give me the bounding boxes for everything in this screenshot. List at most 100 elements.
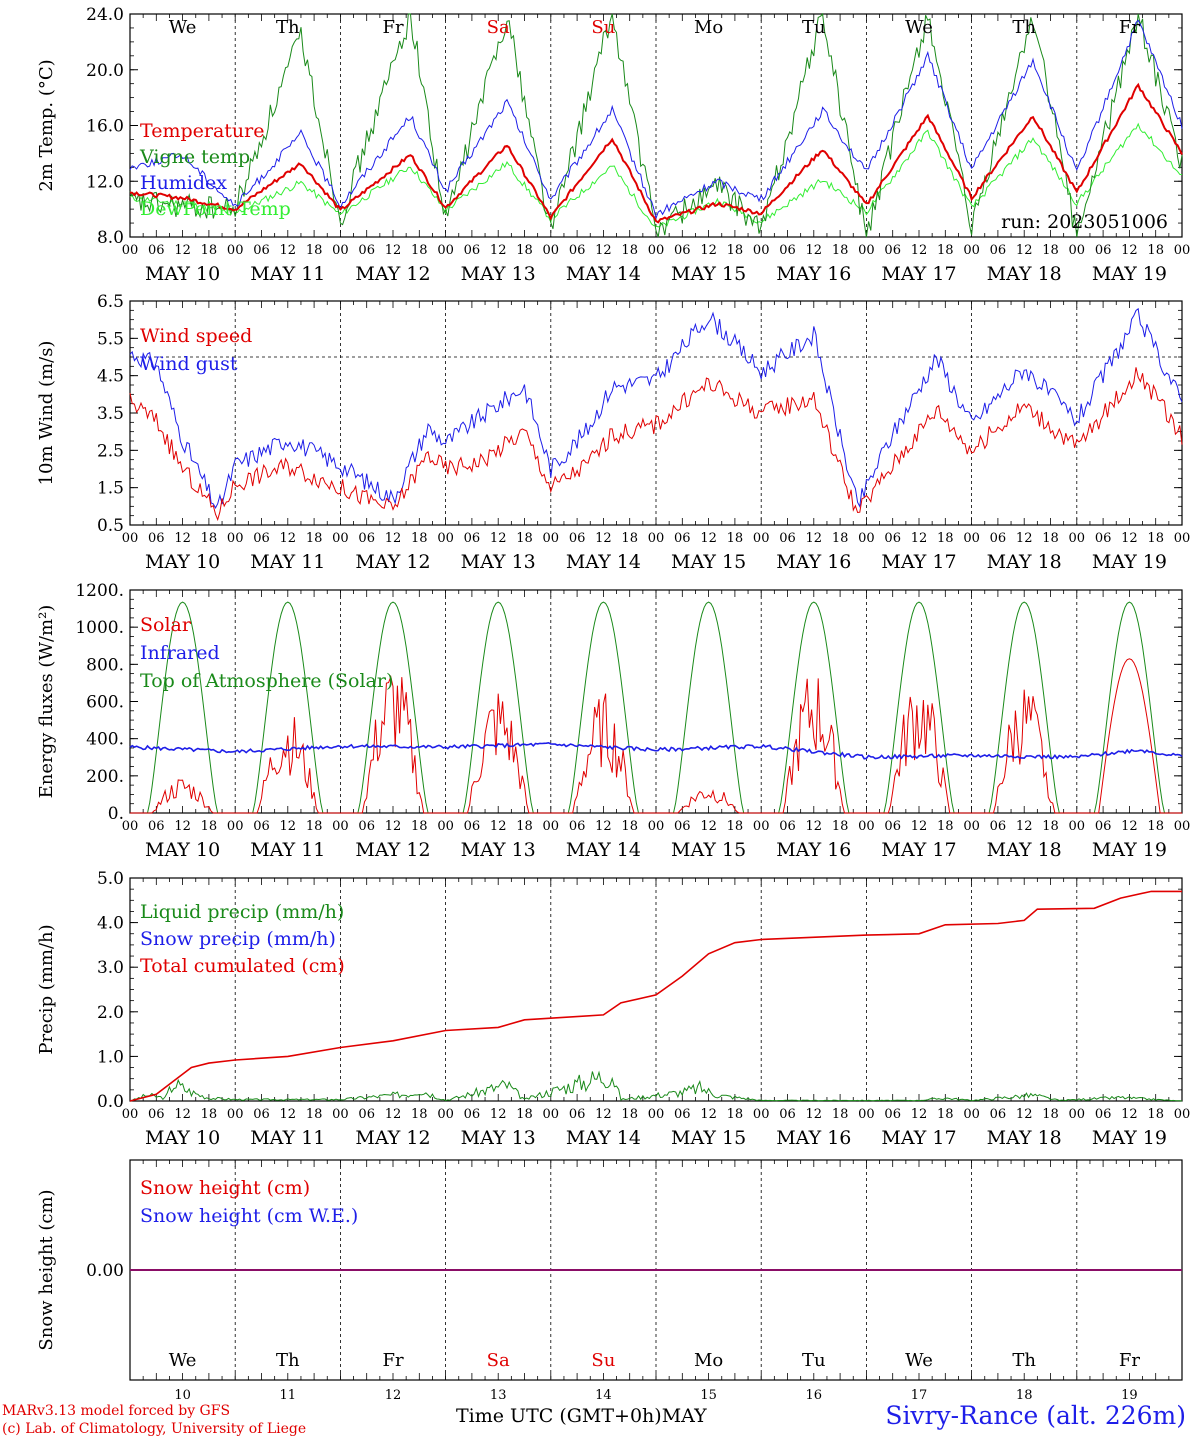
- day-number-label: 10: [174, 1388, 191, 1403]
- y-tick-label: 0.: [108, 804, 124, 824]
- series-wind-gust: [129, 307, 1183, 509]
- legend-entry: Total cumulated (cm): [140, 955, 345, 977]
- x-hour-label: 12: [806, 531, 823, 546]
- y-tick-label: 0.0: [97, 1092, 124, 1112]
- x-day-label: MAY 15: [671, 839, 746, 861]
- series-dewpoint-temp: [129, 122, 1183, 228]
- x-hour-label: 12: [490, 531, 507, 546]
- x-hour-label: 06: [253, 531, 270, 546]
- x-hour-label: 12: [1121, 1107, 1138, 1122]
- lab-credit: (c) Lab. of Climatology, University of L…: [2, 1421, 307, 1437]
- x-hour-label: 00: [122, 531, 139, 546]
- legend-entry: Vigne temp: [139, 146, 250, 168]
- x-hour-label: 12: [280, 1107, 297, 1122]
- x-day-label: MAY 10: [145, 839, 220, 861]
- x-hour-label: 00: [437, 819, 454, 834]
- y-tick-label: 1.0: [97, 1047, 124, 1067]
- x-day-label: MAY 10: [145, 263, 220, 285]
- x-day-label: MAY 16: [776, 551, 851, 573]
- series-solar: [130, 658, 1182, 814]
- x-hour-label: 00: [753, 531, 770, 546]
- x-hour-label: 18: [306, 531, 323, 546]
- day-number-label: 15: [700, 1388, 717, 1403]
- x-day-label: MAY 10: [145, 1127, 220, 1149]
- station-name: Sivry-Rance (alt. 226m): [885, 1401, 1186, 1430]
- x-hour-label: 18: [516, 531, 533, 546]
- x-day-label: MAY 14: [566, 263, 641, 285]
- x-hour-label: 18: [201, 819, 218, 834]
- run-label: run: 2023051006: [1001, 211, 1168, 233]
- x-hour-label: 12: [595, 243, 612, 258]
- x-hour-label: 12: [385, 531, 402, 546]
- x-hour-label: 12: [911, 1107, 928, 1122]
- y-tick-label: 0.00: [86, 1261, 124, 1281]
- x-hour-label: 06: [464, 819, 481, 834]
- x-hour-label: 06: [569, 1107, 586, 1122]
- x-hour-label: 06: [674, 1107, 691, 1122]
- weekday-label: Th: [276, 17, 300, 38]
- x-hour-label: 12: [911, 243, 928, 258]
- x-hour-label: 12: [595, 819, 612, 834]
- legend-entry: DewPoint Temp: [140, 198, 291, 220]
- weekday-label: Th: [276, 1350, 300, 1371]
- x-day-label: MAY 12: [355, 263, 430, 285]
- weekday-label: We: [169, 1350, 197, 1371]
- x-hour-label: 18: [201, 531, 218, 546]
- x-hour-label: 06: [148, 531, 165, 546]
- x-hour-label: 18: [727, 243, 744, 258]
- x-hour-label: 18: [832, 1107, 849, 1122]
- x-day-label: MAY 14: [566, 551, 641, 573]
- x-hour-label: 18: [1042, 531, 1059, 546]
- y-tick-label: 3.0: [97, 958, 124, 978]
- series-humidex: [129, 19, 1183, 221]
- x-hour-label: 18: [621, 1107, 638, 1122]
- legend-entry: Solar: [140, 614, 192, 636]
- x-hour-label: 00: [227, 819, 244, 834]
- x-hour-label: 12: [1016, 1107, 1033, 1122]
- x-day-label: MAY 11: [250, 263, 325, 285]
- x-hour-label: 06: [569, 243, 586, 258]
- month-label: MAY: [661, 1405, 707, 1427]
- y-axis-label: Snow height (cm): [36, 1189, 57, 1350]
- x-hour-label: 06: [779, 819, 796, 834]
- x-hour-label: 00: [543, 531, 560, 546]
- x-hour-label: 18: [621, 243, 638, 258]
- x-hour-label: 18: [937, 1107, 954, 1122]
- x-hour-label: 00: [1069, 819, 1086, 834]
- x-hour-label: 12: [700, 1107, 717, 1122]
- x-hour-label: 06: [253, 243, 270, 258]
- x-hour-label: 12: [806, 243, 823, 258]
- weekday-label: Su: [591, 17, 615, 38]
- x-hour-label: 06: [1095, 1107, 1112, 1122]
- x-hour-label: 18: [411, 819, 428, 834]
- x-hour-label: 12: [280, 243, 297, 258]
- x-day-label: MAY 14: [566, 1127, 641, 1149]
- x-hour-label: 00: [332, 243, 349, 258]
- x-hour-label: 06: [358, 1107, 375, 1122]
- x-hour-label: 06: [464, 243, 481, 258]
- x-hour-label: 18: [1042, 1107, 1059, 1122]
- weekday-label: Mo: [694, 17, 723, 38]
- x-hour-label: 00: [332, 819, 349, 834]
- x-hour-label: 12: [1121, 531, 1138, 546]
- x-hour-label: 00: [122, 819, 139, 834]
- y-tick-label: 4.5: [97, 367, 124, 387]
- series-temperature: [129, 82, 1183, 224]
- x-hour-label: 00: [963, 531, 980, 546]
- x-hour-label: 06: [148, 1107, 165, 1122]
- legend-entry: Liquid precip (mm/h): [140, 901, 344, 923]
- x-day-label: MAY 15: [671, 551, 746, 573]
- series-liquid-precip: [129, 1070, 1183, 1102]
- x-hour-label: 12: [385, 243, 402, 258]
- x-hour-label: 18: [937, 531, 954, 546]
- x-hour-label: 00: [648, 1107, 665, 1122]
- x-hour-label: 18: [516, 243, 533, 258]
- x-day-label: MAY 18: [987, 839, 1062, 861]
- x-hour-label: 12: [490, 819, 507, 834]
- x-hour-label: 00: [543, 1107, 560, 1122]
- series-wind-speed: [129, 367, 1183, 522]
- model-credit: MARv3.13 model forced by GFS: [2, 1403, 231, 1419]
- x-hour-label: 06: [674, 819, 691, 834]
- x-hour-label: 18: [937, 243, 954, 258]
- x-day-label: MAY 12: [355, 839, 430, 861]
